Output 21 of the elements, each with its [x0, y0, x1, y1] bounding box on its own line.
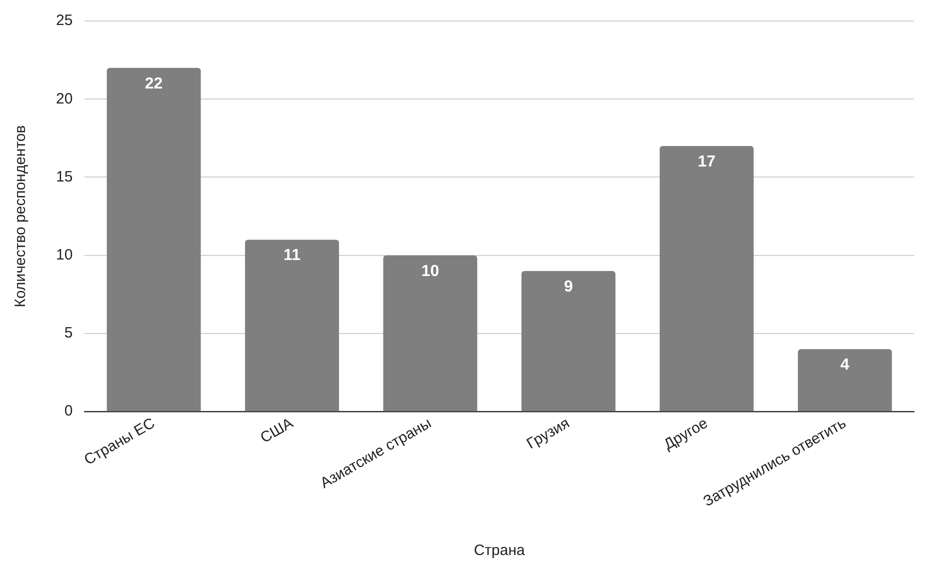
data-label: 9 — [564, 278, 573, 296]
y-tick-label: 0 — [64, 402, 73, 420]
x-tick-label: США — [258, 414, 296, 447]
y-tick-label: 20 — [56, 90, 73, 108]
data-label: 11 — [284, 247, 301, 264]
y-tick-label: 15 — [56, 168, 73, 186]
y-tick-label: 5 — [64, 324, 73, 342]
y-tick-label: 25 — [56, 12, 73, 30]
data-label: 4 — [840, 356, 850, 374]
bar — [106, 68, 201, 412]
bar — [245, 240, 340, 412]
data-label: 17 — [698, 153, 716, 170]
data-label: 10 — [421, 262, 440, 280]
x-axis-title: Страна — [474, 542, 526, 560]
y-tick-label: 10 — [56, 246, 73, 264]
bar — [660, 146, 754, 412]
bar — [521, 270, 616, 412]
data-label: 22 — [144, 75, 163, 92]
bar — [383, 255, 478, 412]
y-axis-title: Количество респондентов — [12, 125, 30, 308]
bar — [798, 349, 892, 412]
